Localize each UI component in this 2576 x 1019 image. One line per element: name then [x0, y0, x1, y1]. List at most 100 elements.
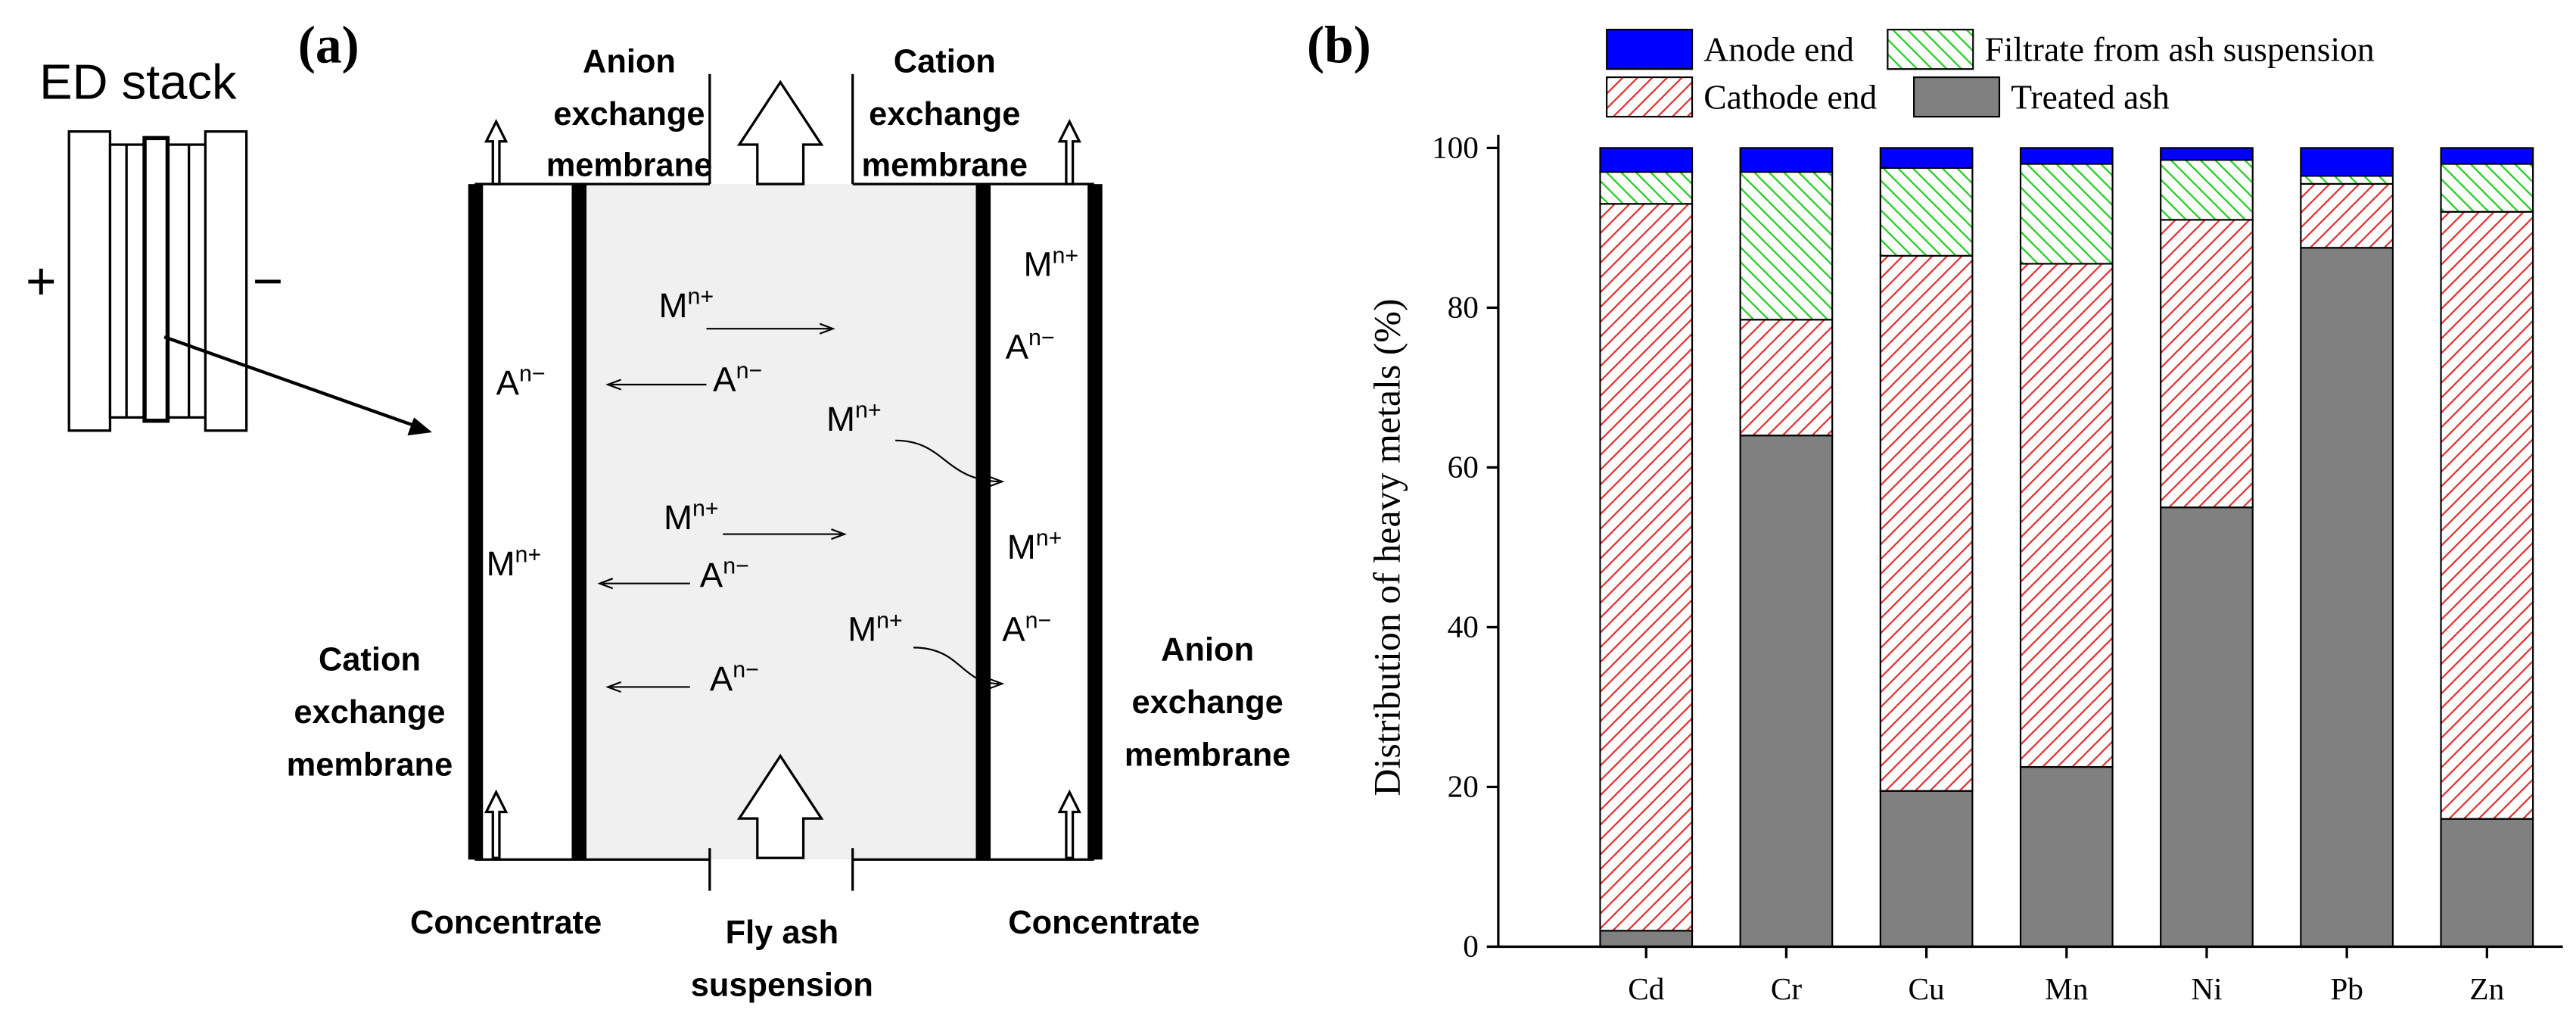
stack-title: ED stack	[39, 54, 237, 109]
legend-swatch	[1887, 29, 1974, 70]
bar-segment	[2160, 147, 2254, 161]
ion-charge: n−	[519, 361, 546, 387]
diagram-label: Cation	[319, 642, 421, 678]
y-tick-label: 60	[1448, 449, 1479, 484]
feed-channel	[586, 184, 976, 860]
ion-label: Mn+	[848, 607, 903, 648]
ion-label: An−	[700, 553, 749, 594]
ion-charge: n−	[723, 553, 749, 579]
ion-label: Mn+	[1023, 242, 1078, 283]
diagram-label: exchange	[1132, 684, 1283, 721]
ion-charge: n+	[1036, 525, 1062, 551]
chart: (b) Distribution of heavy metals (%) 0 20…	[1307, 17, 2563, 1006]
bar-segment	[1739, 170, 1834, 321]
bar-segment	[2440, 163, 2534, 213]
ion-label: Mn+	[487, 541, 542, 582]
diagram-label: Concentrate	[410, 905, 602, 941]
legend-swatch	[1606, 29, 1694, 70]
bar-segment	[1739, 319, 1834, 437]
diagram-label: exchange	[294, 694, 445, 731]
bar-segment	[1879, 167, 1974, 257]
legend-label: Cathode end	[1703, 77, 1877, 116]
arrow-head	[407, 417, 432, 436]
ion-charge: n−	[733, 656, 759, 682]
ion-charge: n+	[876, 607, 903, 633]
bar-segment	[2160, 159, 2254, 221]
diagram-label: exchange	[869, 96, 1020, 132]
ions: Mn+An− An−Mn+An−Mn+Mn+An−Mn+ Mn+An−Mn+An−	[487, 242, 1078, 697]
legend-label: Filtrate from ash suspension	[1984, 30, 2374, 68]
legend-label: Anode end	[1703, 30, 1854, 68]
bar-segment	[2440, 210, 2534, 820]
ion-charge: n+	[1052, 242, 1078, 268]
flow-arrows	[484, 79, 1081, 859]
ion-symbol: M	[848, 610, 876, 649]
x-tick-label: Mn	[2045, 971, 2088, 1006]
x-tick-label: Cr	[1771, 971, 1803, 1006]
cell-lines	[474, 73, 1094, 891]
diagram-label: membrane	[287, 747, 453, 784]
diagram-label: exchange	[553, 96, 705, 132]
legend-label: Treated ash	[2011, 77, 2170, 116]
ion-charge: n−	[1028, 325, 1055, 351]
ion-symbol: M	[1007, 528, 1036, 566]
bar-segment	[1879, 147, 1974, 169]
bar-segment	[2300, 247, 2394, 948]
ion-symbol: A	[713, 360, 736, 399]
ion-symbol: M	[487, 544, 515, 583]
ion-charge: n+	[855, 397, 882, 422]
bar-segment	[2160, 219, 2254, 509]
diagram-label: Anion	[1161, 632, 1254, 668]
ion-charge: n+	[692, 496, 719, 522]
bar-segment	[1599, 147, 1694, 173]
ion-symbol: M	[1023, 245, 1052, 284]
ion-charge: n+	[688, 284, 714, 310]
ion-symbol: A	[700, 556, 723, 594]
membrane-labels: Anion exchange membrane Cation exchange membr…	[287, 44, 1291, 1004]
bar-segment	[2300, 147, 2394, 177]
ion-label: An−	[1006, 325, 1055, 366]
ion-label: An−	[1002, 607, 1051, 648]
bar-segment	[2440, 818, 2534, 948]
bar-segment	[1599, 203, 1694, 932]
x-tick-label: Zn	[2469, 971, 2504, 1006]
bar-segment	[1599, 930, 1694, 948]
panel-label: (b)	[1307, 17, 1371, 75]
ion-charge: n−	[1025, 607, 1052, 633]
ion-label: Mn+	[664, 496, 719, 537]
ion-symbol: M	[826, 400, 855, 438]
panel-label: (a)	[298, 17, 359, 75]
diagram-label: membrane	[862, 147, 1028, 183]
ion-symbol: A	[496, 363, 520, 402]
ion-label: An−	[496, 361, 546, 402]
legend-swatch	[1913, 76, 2001, 118]
plus-sign: +	[26, 251, 57, 310]
bar-segment	[1599, 170, 1694, 205]
legend-swatch	[1606, 76, 1694, 118]
stack-icon	[67, 130, 248, 432]
bar-segment	[2160, 506, 2254, 948]
bar-segment	[2019, 163, 2114, 265]
diagram-label: membrane	[1125, 737, 1291, 774]
bar-segment	[1879, 254, 1974, 792]
ion-label: An−	[713, 357, 762, 398]
diagram-label: suspension	[691, 968, 873, 1004]
bar-segment	[2019, 263, 2114, 768]
y-tick-label: 20	[1448, 768, 1479, 803]
ion-label: Mn+	[1007, 525, 1062, 566]
zoom-arrow	[163, 335, 425, 431]
bar-segment	[2019, 765, 2114, 948]
ion-label: An−	[710, 656, 759, 697]
bar-segment	[2300, 175, 2394, 185]
ion-symbol: M	[659, 286, 688, 325]
y-tick-label: 0	[1463, 928, 1479, 963]
diagram-label: membrane	[546, 147, 713, 183]
ion-charge: n+	[515, 541, 542, 567]
diagram-label: Fly ash	[726, 915, 839, 951]
panel-a: (a) ED stack + −	[26, 17, 1290, 1004]
bar-segment	[1879, 790, 1974, 948]
x-tick-label: Ni	[2191, 971, 2222, 1006]
ion-symbol: A	[710, 659, 733, 698]
diagram-label: Concentrate	[1008, 905, 1199, 941]
